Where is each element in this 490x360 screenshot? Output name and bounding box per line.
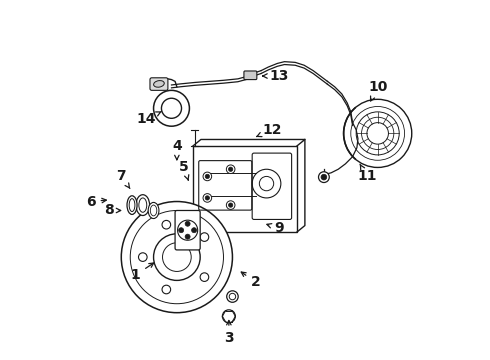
Ellipse shape [127, 196, 137, 215]
Text: 1: 1 [131, 263, 154, 282]
Circle shape [153, 234, 200, 280]
Text: 3: 3 [224, 320, 234, 345]
Text: 2: 2 [241, 272, 261, 289]
Circle shape [226, 165, 235, 174]
Circle shape [162, 285, 171, 294]
Circle shape [227, 291, 238, 302]
Circle shape [185, 234, 190, 239]
Circle shape [122, 202, 232, 313]
Text: 8: 8 [104, 203, 121, 217]
Text: 10: 10 [368, 80, 388, 101]
Text: 6: 6 [86, 194, 106, 208]
Circle shape [192, 228, 196, 233]
Ellipse shape [148, 202, 159, 219]
Text: 5: 5 [179, 161, 189, 180]
Circle shape [205, 196, 210, 200]
Ellipse shape [136, 195, 149, 216]
FancyBboxPatch shape [175, 211, 200, 250]
Circle shape [321, 174, 327, 180]
Circle shape [162, 220, 171, 229]
Circle shape [139, 253, 147, 261]
Circle shape [228, 203, 233, 207]
Text: 7: 7 [117, 170, 130, 189]
Circle shape [318, 172, 329, 183]
Text: 4: 4 [172, 139, 182, 160]
Circle shape [203, 172, 212, 181]
Circle shape [222, 310, 235, 323]
Circle shape [200, 233, 209, 242]
Circle shape [200, 273, 209, 282]
Circle shape [205, 174, 210, 179]
Circle shape [185, 221, 190, 226]
Text: 11: 11 [357, 164, 377, 183]
Text: 9: 9 [267, 221, 284, 235]
FancyBboxPatch shape [150, 78, 168, 90]
Text: 13: 13 [263, 69, 289, 83]
Circle shape [179, 228, 184, 233]
Circle shape [203, 194, 212, 202]
Circle shape [226, 201, 235, 210]
Text: 14: 14 [137, 112, 161, 126]
Ellipse shape [153, 81, 164, 87]
Text: 12: 12 [257, 123, 282, 137]
FancyBboxPatch shape [244, 71, 257, 80]
FancyBboxPatch shape [193, 146, 297, 232]
Circle shape [228, 167, 233, 171]
